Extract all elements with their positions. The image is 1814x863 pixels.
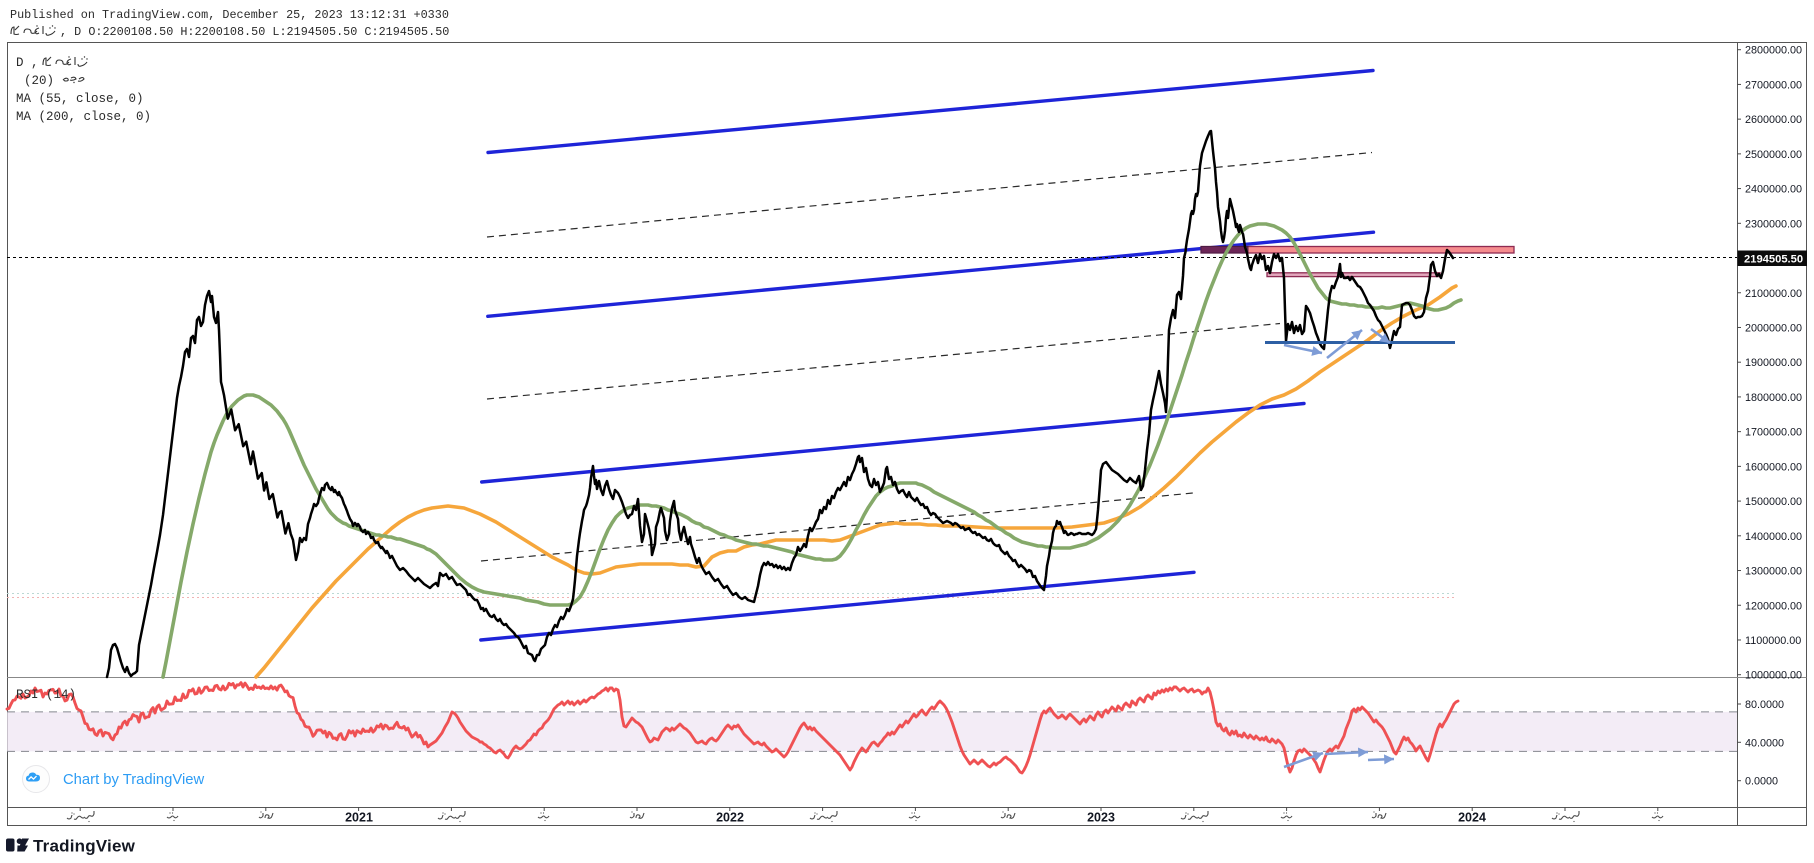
svg-text:1700000.00: 1700000.00: [1745, 427, 1802, 439]
svg-text:2022: 2022: [716, 811, 744, 825]
svg-text:2400000.00: 2400000.00: [1745, 184, 1802, 196]
svg-text:TradingView: TradingView: [33, 837, 136, 856]
svg-text:RSI (14): RSI (14): [16, 688, 76, 702]
svg-text:1000000.00: 1000000.00: [1745, 670, 1802, 682]
svg-text:2300000.00: 2300000.00: [1745, 218, 1802, 230]
svg-text:1300000.00: 1300000.00: [1745, 566, 1802, 578]
svg-text:2194505.50: 2194505.50: [1744, 253, 1803, 265]
svg-text:2800000.00: 2800000.00: [1745, 45, 1802, 57]
svg-text:40.0000: 40.0000: [1745, 737, 1784, 749]
svg-text:Published on TradingView.com,: Published on TradingView.com, December 2…: [10, 8, 449, 22]
svg-text:2500000.00: 2500000.00: [1745, 149, 1802, 161]
svg-text:(20): (20): [24, 74, 54, 88]
svg-text:1600000.00: 1600000.00: [1745, 461, 1802, 473]
svg-text:D ,: D ,: [16, 56, 39, 70]
svg-text:MA (55, close, 0): MA (55, close, 0): [16, 92, 144, 106]
svg-text:0.0000: 0.0000: [1745, 776, 1778, 788]
svg-text:1200000.00: 1200000.00: [1745, 600, 1802, 612]
svg-text:80.0000: 80.0000: [1745, 699, 1784, 711]
svg-text:1800000.00: 1800000.00: [1745, 392, 1802, 404]
svg-text:2700000.00: 2700000.00: [1745, 79, 1802, 91]
svg-text:2000000.00: 2000000.00: [1745, 323, 1802, 335]
svg-text:2024: 2024: [1458, 811, 1486, 825]
svg-text:1500000.00: 1500000.00: [1745, 496, 1802, 508]
svg-text:MA (200, close, 0): MA (200, close, 0): [16, 110, 151, 124]
svg-text:Chart by TradingView: Chart by TradingView: [63, 772, 205, 788]
svg-text:2100000.00: 2100000.00: [1745, 288, 1802, 300]
svg-text:2023: 2023: [1087, 811, 1115, 825]
svg-text:, D O:2200108.50 H:2200108.50: , D O:2200108.50 H:2200108.50 L:2194505.…: [60, 25, 449, 39]
svg-text:1900000.00: 1900000.00: [1745, 357, 1802, 369]
svg-text:2021: 2021: [345, 811, 373, 825]
svg-text:2600000.00: 2600000.00: [1745, 114, 1802, 126]
svg-text:1400000.00: 1400000.00: [1745, 531, 1802, 543]
svg-text:1100000.00: 1100000.00: [1745, 635, 1801, 647]
